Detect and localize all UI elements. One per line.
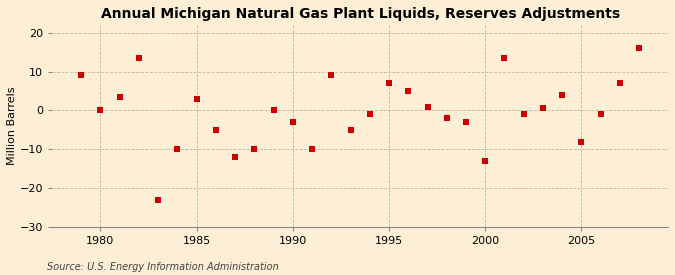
- Point: [422, 104, 433, 109]
- Point: [364, 112, 375, 117]
- Point: [134, 56, 144, 60]
- Point: [326, 73, 337, 78]
- Point: [249, 147, 260, 152]
- Point: [557, 93, 568, 97]
- Point: [76, 73, 86, 78]
- Point: [172, 147, 183, 152]
- Point: [191, 97, 202, 101]
- Point: [595, 112, 606, 117]
- Point: [576, 139, 587, 144]
- Point: [499, 56, 510, 60]
- Point: [518, 112, 529, 117]
- Point: [634, 46, 645, 50]
- Point: [268, 108, 279, 112]
- Point: [480, 159, 491, 163]
- Y-axis label: Million Barrels: Million Barrels: [7, 87, 17, 165]
- Point: [537, 106, 548, 111]
- Point: [153, 198, 163, 202]
- Point: [306, 147, 317, 152]
- Point: [383, 81, 394, 86]
- Title: Annual Michigan Natural Gas Plant Liquids, Reserves Adjustments: Annual Michigan Natural Gas Plant Liquid…: [101, 7, 620, 21]
- Point: [403, 89, 414, 93]
- Text: Source: U.S. Energy Information Administration: Source: U.S. Energy Information Administ…: [47, 262, 279, 272]
- Point: [211, 128, 221, 132]
- Point: [95, 108, 106, 112]
- Point: [230, 155, 240, 159]
- Point: [460, 120, 471, 124]
- Point: [114, 95, 125, 99]
- Point: [614, 81, 625, 86]
- Point: [288, 120, 298, 124]
- Point: [345, 128, 356, 132]
- Point: [441, 116, 452, 120]
